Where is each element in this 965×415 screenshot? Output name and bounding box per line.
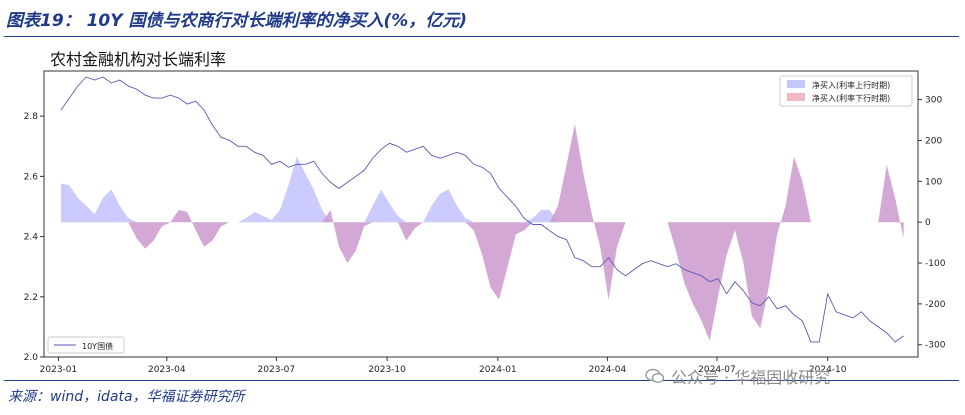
axes-layer: 2023-01 2023-04 2023-07 2023-10 2024-01 2024-… [24, 96, 946, 375]
y-right-tick-label: 0 [925, 218, 931, 228]
x-tick-label: 2023-04 [148, 365, 186, 375]
watermark-text: 公众号 · 华福固收研究 [671, 368, 831, 387]
plot-area [43, 70, 919, 358]
line-legend-label: 10Y国债 [82, 341, 113, 351]
legend-top-right: 净买入(利率上行时期) 净买入(利率下行时期) [779, 75, 913, 107]
legend-swatch-down [787, 93, 805, 101]
y-right-tick-label: -200 [925, 300, 946, 310]
line-legend-frame [47, 336, 125, 354]
y-right-tick-label: 300 [925, 96, 942, 106]
y-left-tick-label: 2.6 [24, 172, 39, 182]
line-layer [60, 76, 904, 343]
x-tick-label: 2023-07 [258, 365, 296, 375]
area-series-rate-down [60, 124, 904, 341]
legend-label-down: 净买入(利率下行时期) [812, 93, 890, 103]
legend-bottom-left: 10Y国债 [47, 336, 125, 354]
x-tick-label: 2023-01 [40, 365, 78, 375]
x-tick-label: 2024-07 [698, 365, 736, 375]
y-left-tick-label: 2.4 [24, 233, 39, 243]
y-right-tick-label: 200 [925, 136, 942, 146]
title-divider [4, 36, 959, 37]
wechat-icon [645, 368, 665, 384]
y-right-tick-label: -100 [925, 259, 946, 269]
watermark: 公众号 · 华福固收研究 [645, 364, 830, 388]
chart-title: 农村金融机构对长端利率 [50, 50, 226, 69]
source-note: 来源：wind，idata，华福证券研究所 [8, 389, 245, 405]
x-tick-label: 2024-01 [479, 365, 517, 375]
legend-frame [779, 75, 913, 107]
bottom-divider [4, 380, 959, 381]
x-tick-label: 2024-10 [809, 365, 847, 375]
y-left-tick-label: 2.0 [24, 353, 39, 363]
area-layer [60, 124, 904, 341]
figure-title: 图表19： 10Y 国债与农商行对长端利率的净买入(%，亿元) [6, 11, 468, 31]
y-left-tick-label: 2.8 [24, 112, 39, 122]
y-right-tick-label: -300 [925, 341, 946, 351]
line-series-10y [60, 76, 904, 343]
legend-label-up: 净买入(利率上行时期) [812, 80, 890, 90]
x-tick-label: 2024-04 [589, 365, 627, 375]
y-left-tick-label: 2.2 [24, 293, 38, 303]
legend-swatch-up [787, 80, 805, 88]
y-right-tick-label: 100 [925, 177, 942, 187]
x-tick-label: 2023-10 [368, 365, 406, 375]
